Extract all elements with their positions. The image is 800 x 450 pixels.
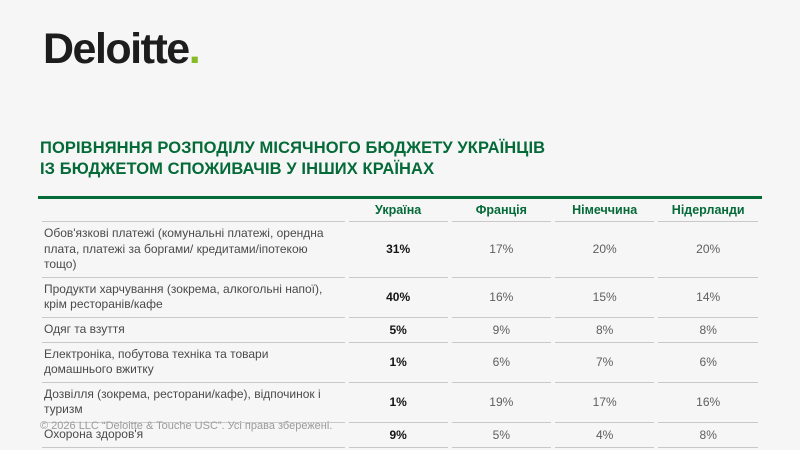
deloitte-logo: Deloitte.	[43, 25, 201, 73]
cell-france: 19%	[451, 383, 551, 423]
cell-ukraine: 5%	[348, 318, 448, 343]
column-header-france: Франція	[451, 199, 551, 222]
cell-germany: 4%	[554, 423, 655, 448]
cell-netherlands: 6%	[658, 343, 758, 383]
column-header-germany: Німеччина	[554, 199, 655, 222]
page-title-line-2: ІЗ БЮДЖЕТОМ СПОЖИВАЧІВ У ІНШИХ КРАЇНАХ	[40, 159, 435, 178]
column-header-ukraine: Україна	[348, 199, 448, 222]
column-header-category	[42, 199, 345, 222]
table-top-rule	[38, 196, 762, 199]
logo-green-dot: .	[188, 25, 201, 73]
table-row: Охорона здоров'я 9% 5% 4% 8%	[42, 423, 758, 448]
cell-germany: 15%	[554, 278, 655, 318]
cell-france: 6%	[451, 343, 551, 383]
cell-ukraine: 9%	[348, 423, 448, 448]
cell-france: 16%	[451, 278, 551, 318]
cell-germany: 20%	[554, 222, 655, 278]
cell-netherlands: 8%	[658, 318, 758, 343]
row-category: Обов'язкові платежі (комунальні платежі,…	[42, 222, 345, 278]
logo-text: Deloitte	[43, 25, 190, 73]
row-category: Електроніка, побутова техніка та товари …	[42, 343, 345, 383]
page-title: ПОРІВНЯННЯ РОЗПОДІЛУ МІСЯЧНОГО БЮДЖЕТУ У…	[40, 138, 545, 179]
page-title-line-1: ПОРІВНЯННЯ РОЗПОДІЛУ МІСЯЧНОГО БЮДЖЕТУ У…	[40, 139, 546, 157]
table-row: Дозвілля (зокрема, ресторани/кафе), відп…	[42, 383, 758, 423]
row-category: Одяг та взуття	[42, 318, 345, 343]
cell-germany: 17%	[554, 383, 655, 423]
cell-ukraine: 31%	[348, 222, 448, 278]
row-category: Продукти харчування (зокрема, алкогольні…	[42, 278, 345, 318]
cell-germany: 8%	[554, 318, 655, 343]
cell-germany: 7%	[554, 343, 655, 383]
row-category: Дозвілля (зокрема, ресторани/кафе), відп…	[42, 383, 345, 423]
table-header-row: Україна Франція Німеччина Нідерланди	[42, 199, 758, 222]
budget-comparison-table: Україна Франція Німеччина Нідерланди Обо…	[38, 196, 762, 448]
cell-ukraine: 1%	[348, 343, 448, 383]
table-row: Продукти харчування (зокрема, алкогольні…	[42, 278, 758, 318]
table-row: Одяг та взуття 5% 9% 8% 8%	[42, 318, 758, 343]
column-header-netherlands: Нідерланди	[658, 199, 758, 222]
cell-netherlands: 14%	[658, 278, 758, 318]
table-row: Обов'язкові платежі (комунальні платежі,…	[42, 222, 758, 278]
cell-france: 5%	[451, 423, 551, 448]
cell-netherlands: 8%	[658, 423, 758, 448]
cell-ukraine: 40%	[348, 278, 448, 318]
cell-france: 9%	[451, 318, 551, 343]
copyright-text: © 2026 LLC “Deloitte & Touche USC”. Усі …	[40, 420, 333, 432]
table-row: Електроніка, побутова техніка та товари …	[42, 343, 758, 383]
row-category: Охорона здоров'я	[42, 423, 345, 448]
cell-netherlands: 20%	[658, 222, 758, 278]
cell-ukraine: 1%	[348, 383, 448, 423]
cell-netherlands: 16%	[658, 383, 758, 423]
cell-france: 17%	[451, 222, 551, 278]
